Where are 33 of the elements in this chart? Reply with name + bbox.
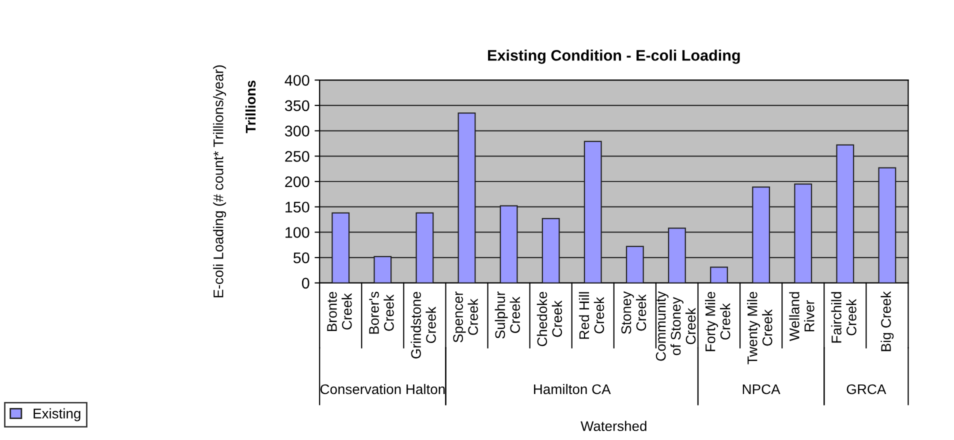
x-tick-label: Grindstone Creek [410, 292, 436, 358]
text: GRCA [846, 384, 886, 394]
y-axis-title: E-coli Loading (# count* Trillions/year) [213, 65, 226, 298]
x-tick-label: Bronte Creek [327, 292, 352, 332]
x-axis-title: Watershed [580, 420, 646, 432]
legend-label: Existing [34, 408, 80, 422]
x-tick-label: Twenty Mile Creek [747, 292, 772, 364]
y-tick-label: 50 [293, 252, 310, 264]
y-tick-label: 350 [284, 100, 310, 112]
x-tick-label: Borer's Creek [369, 292, 394, 334]
bar [710, 266, 728, 283]
y-tick-label: 300 [284, 126, 310, 136]
x-tick-label: Big Creek [880, 291, 894, 352]
x-tick-label: Red Hill Creek [578, 292, 604, 339]
y-tick-label: 0 [302, 278, 310, 289]
text: NPCA [742, 384, 780, 394]
x-tick-label: Chedoke Creek [536, 292, 562, 346]
text: Conservation Halton [320, 384, 445, 394]
x-tick-label: Spencer Creek [453, 291, 478, 342]
y-tick-label: 250 [285, 151, 310, 162]
x-tick-label: Fairchild Creek [831, 292, 856, 343]
y-tick-label: 200 [285, 176, 310, 188]
chart-title: Existing Condition - E-coli Loading [488, 50, 740, 64]
x-tick-label: Community of Stoney Creek [656, 291, 696, 361]
y-tick-label: 100 [286, 227, 310, 238]
x-tick-label: Forty Mile Creek [705, 292, 730, 352]
x-tick-label: Stoney Creek [621, 291, 646, 334]
y-tick-label: 400 [284, 74, 310, 86]
text: Trillions [245, 80, 256, 134]
x-tick-label: Welland River [789, 292, 814, 342]
y-tick-label: 150 [286, 202, 310, 213]
text: Hamilton CA [534, 384, 611, 394]
x-tick-label: Sulphur Creek [494, 291, 520, 338]
